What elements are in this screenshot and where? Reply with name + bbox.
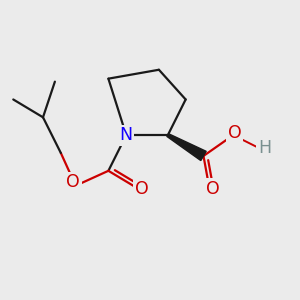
Text: O: O	[206, 180, 219, 198]
Polygon shape	[167, 134, 206, 161]
Text: O: O	[66, 173, 80, 191]
Text: N: N	[120, 126, 133, 144]
Text: O: O	[228, 124, 242, 142]
Text: H: H	[258, 139, 271, 157]
Text: O: O	[135, 180, 148, 198]
